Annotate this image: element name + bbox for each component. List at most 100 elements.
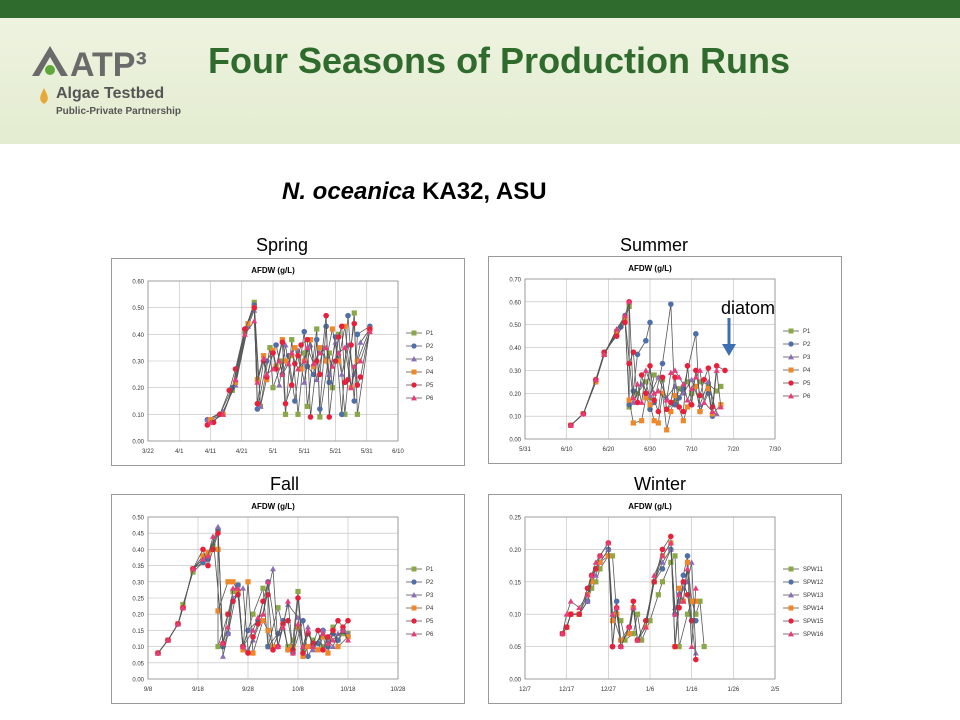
data-point: [275, 643, 281, 649]
data-point: [680, 381, 687, 387]
y-tick-label: 0.70: [509, 278, 521, 284]
data-point: [279, 339, 286, 346]
data-point: [567, 598, 574, 604]
data-point: [351, 398, 358, 404]
data-point: [357, 339, 364, 345]
data-point: [341, 344, 348, 351]
data-point: [647, 402, 653, 408]
data-point: [655, 408, 662, 415]
legend-marker: [788, 631, 794, 637]
data-point: [301, 379, 308, 385]
legend-marker: [788, 566, 794, 572]
y-tick-label: 0.25: [132, 597, 144, 603]
data-point: [325, 650, 331, 656]
data-point: [584, 591, 591, 598]
data-point: [697, 598, 703, 604]
data-point: [338, 323, 345, 330]
data-point: [338, 411, 345, 418]
data-point: [329, 326, 335, 332]
data-point: [305, 624, 311, 630]
data-point: [697, 379, 703, 385]
data-point: [175, 620, 181, 627]
x-tick-label: 4/21: [236, 449, 248, 455]
legend-label: P3: [803, 355, 811, 361]
data-point: [642, 367, 649, 373]
data-point: [245, 321, 251, 327]
data-point: [298, 366, 304, 372]
data-point: [207, 419, 214, 425]
data-point: [630, 399, 637, 405]
data-point: [282, 342, 289, 348]
y-tick-label: 0.10: [132, 645, 144, 651]
data-point: [634, 381, 641, 387]
legend-marker: [788, 618, 794, 624]
data-point: [316, 350, 323, 356]
data-point: [659, 360, 666, 367]
x-tick-label: 6/20: [602, 447, 614, 453]
y-tick-label: 0.20: [132, 386, 144, 392]
data-point: [226, 387, 233, 394]
legend-label: SPW16: [803, 632, 824, 638]
data-point: [597, 559, 603, 565]
data-point: [240, 585, 246, 591]
data-point: [335, 617, 341, 624]
x-tick-label: 7/20: [727, 447, 739, 453]
data-point: [676, 374, 683, 380]
data-point: [563, 624, 570, 630]
y-tick-label: 0.00: [509, 438, 521, 444]
y-tick-label: 0.60: [132, 280, 144, 286]
data-point: [200, 556, 206, 562]
x-tick-label: 9/28: [242, 687, 254, 693]
data-point: [230, 588, 236, 595]
chart-title: AFDW (g/L): [628, 264, 672, 273]
data-point: [313, 376, 320, 383]
data-point: [273, 342, 279, 348]
data-point: [335, 334, 342, 340]
y-tick-label: 0.20: [509, 392, 521, 398]
legend-label: P1: [426, 331, 434, 337]
data-point: [588, 572, 595, 578]
legend-marker: [411, 343, 417, 349]
data-point: [305, 653, 311, 660]
data-point: [668, 301, 674, 307]
legend-marker: [788, 380, 794, 386]
data-point: [242, 326, 248, 332]
data-point: [676, 585, 682, 591]
data-point: [315, 627, 321, 634]
x-tick-label: 10/8: [292, 687, 304, 693]
data-point: [643, 337, 649, 344]
data-point: [357, 374, 364, 380]
data-point: [255, 621, 261, 627]
data-point: [576, 611, 582, 617]
data-point: [642, 624, 649, 630]
data-point: [643, 390, 649, 397]
data-point: [630, 420, 636, 426]
data-point: [251, 304, 258, 311]
y-tick-label: 0.00: [132, 440, 144, 446]
data-point: [672, 392, 678, 399]
data-point: [180, 604, 186, 611]
x-tick-label: 12/17: [559, 687, 575, 693]
data-point: [668, 533, 674, 540]
data-point: [232, 366, 239, 372]
data-point: [276, 382, 283, 388]
legend-label: P5: [426, 383, 434, 389]
data-point: [713, 367, 720, 373]
data-point: [263, 371, 270, 377]
data-point: [336, 358, 342, 364]
plot-area-border: [147, 280, 399, 442]
data-point: [288, 350, 295, 356]
data-point: [626, 298, 633, 305]
data-point: [285, 647, 291, 653]
season-label-winter: Winter: [634, 474, 687, 494]
plot-area-border: [524, 516, 776, 680]
data-point: [659, 559, 666, 565]
data-point: [697, 367, 703, 373]
data-point: [225, 624, 231, 630]
data-point: [155, 650, 161, 656]
data-point: [304, 344, 311, 351]
strain-site: KA32, ASU: [415, 178, 547, 205]
data-point: [584, 598, 591, 604]
data-point: [310, 637, 316, 643]
data-point: [357, 358, 364, 364]
